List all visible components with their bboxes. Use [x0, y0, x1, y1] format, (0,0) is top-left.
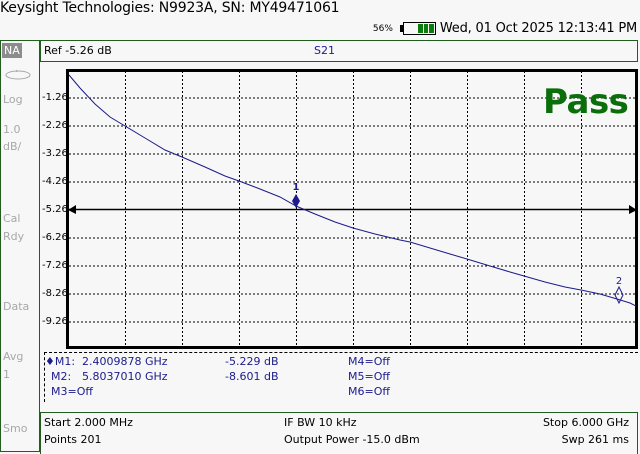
marker-2-value: -8.601 dB — [225, 370, 279, 383]
marker-6-status[interactable]: M6=Off — [348, 385, 390, 398]
s21-trace — [68, 74, 637, 307]
avg-label: Avg — [3, 350, 24, 363]
y-tick: -7.26 — [42, 260, 68, 271]
stop-frequency[interactable]: Stop 6.000 GHz — [542, 416, 629, 429]
y-tick: -2.26 — [42, 120, 68, 131]
y-tick: -3.26 — [42, 148, 68, 159]
marker-1-label: 1 — [293, 182, 300, 193]
sweep-time[interactable]: Swp 261 ms — [561, 433, 629, 446]
datetime: Wed, 01 Oct 2025 12:13:41 PM — [439, 21, 637, 36]
marker-2-freq: 5.8037010 GHz — [82, 370, 168, 383]
ref-arrow-left-icon — [68, 205, 76, 214]
y-tick: -6.26 — [42, 232, 68, 243]
smoothing-label: Smo — [3, 422, 28, 435]
mode-badge[interactable]: NA — [2, 43, 22, 58]
marker-2-name[interactable]: M2: — [51, 370, 72, 383]
plot-frame — [66, 69, 638, 349]
pass-fail-indicator: Pass — [543, 82, 629, 122]
marker-1-icon — [292, 194, 300, 208]
side-panel: NA Log 1.0 dB/ Cal Rdy Data Avg 1 Smo — [0, 40, 40, 452]
ref-arrow-right-icon — [629, 205, 637, 214]
status-row: 56% Wed, 01 Oct 2025 12:13:41 PM — [373, 21, 637, 36]
avg-count-label: 1 — [3, 368, 10, 381]
scale-value-label: 1.0 — [3, 123, 21, 136]
output-power[interactable]: Output Power -15.0 dBm — [284, 433, 420, 446]
measurement-parameter[interactable]: S21 — [314, 44, 335, 57]
scale-unit-label: dB/ — [3, 140, 22, 153]
points-count[interactable]: Points 201 — [44, 433, 102, 446]
battery-percent: 56% — [372, 23, 393, 34]
scale-type-label: Log — [3, 93, 23, 106]
data-label: Data — [3, 300, 30, 313]
if-bandwidth[interactable]: IF BW 10 kHz — [284, 416, 357, 429]
y-tick: -5.26 — [42, 204, 68, 215]
ref-level[interactable]: Ref -5.26 dB — [44, 44, 112, 57]
y-tick: -9.26 — [42, 316, 68, 327]
marker-4-status[interactable]: M4=Off — [348, 355, 390, 368]
battery-icon — [399, 22, 436, 35]
trace-header: Ref -5.26 dB S21 — [40, 40, 638, 62]
y-tick: -8.26 — [42, 288, 68, 299]
marker-table: ♦M1: 2.4009878 GHz -5.229 dB M4=Off M2: … — [44, 352, 638, 402]
marker-2-icon — [614, 285, 624, 305]
y-tick: -4.26 — [42, 176, 68, 187]
cal-status-label: Rdy — [3, 230, 25, 243]
marker-1-freq: 2.4009878 GHz — [82, 355, 168, 368]
instrument-title: Keysight Technologies: N9923A, SN: MY494… — [0, 0, 340, 16]
marker-1-value: -5.229 dB — [225, 355, 279, 368]
marker-1-name[interactable]: ♦M1: — [45, 355, 76, 368]
marker-5-status[interactable]: M5=Off — [348, 370, 390, 383]
y-tick: -1.26 — [42, 92, 68, 103]
marker-2-label: 2 — [616, 276, 622, 287]
sweep-settings-bar: Start 2.000 MHz Points 201 IF BW 10 kHz … — [40, 412, 638, 454]
ellipse-sweep-icon — [5, 70, 31, 80]
start-frequency[interactable]: Start 2.000 MHz — [44, 416, 133, 429]
marker-3-status[interactable]: M3=Off — [51, 385, 93, 398]
cal-label: Cal — [3, 212, 21, 225]
